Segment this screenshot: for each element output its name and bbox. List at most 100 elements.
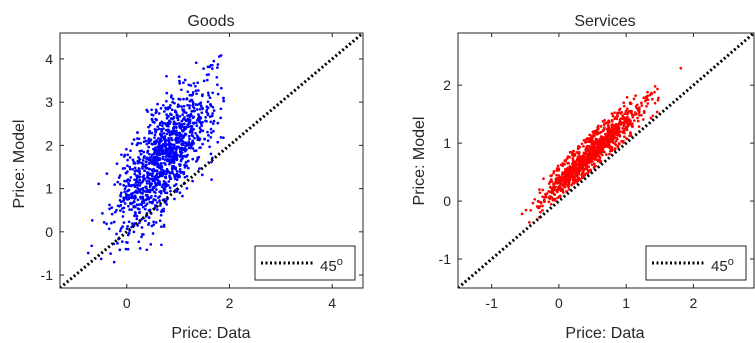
- goods-data-point: [198, 126, 202, 130]
- services-data-point: [618, 111, 621, 115]
- goods-data-point: [138, 178, 142, 182]
- goods-data-point: [115, 232, 118, 236]
- goods-data-point: [144, 139, 148, 143]
- services-data-point: [600, 144, 603, 148]
- goods-data-point: [180, 105, 183, 108]
- services-data-point: [552, 169, 556, 173]
- goods-data-point: [147, 179, 151, 183]
- services-data-point: [560, 177, 564, 181]
- services-data-point: [595, 140, 598, 144]
- goods-data-point: [200, 94, 204, 98]
- goods-data-point: [158, 174, 162, 177]
- services-data-point: [592, 165, 596, 169]
- services-data-point: [636, 116, 639, 120]
- goods-data-point: [123, 190, 126, 194]
- services-data-point: [619, 117, 622, 121]
- services-data-point: [594, 137, 598, 141]
- goods-data-point: [149, 182, 152, 185]
- services-panel: Services Price: Model Price: Data -1 0 1 2-…: [411, 13, 755, 342]
- services-data-point: [577, 176, 580, 180]
- goods-data-point: [140, 149, 144, 153]
- goods-data-point: [184, 127, 187, 131]
- goods-data-point: [216, 63, 220, 66]
- services-data-point: [626, 119, 629, 123]
- goods-data-point: [209, 127, 213, 131]
- goods-data-point: [180, 146, 184, 150]
- goods-data-point: [144, 219, 147, 223]
- services-data-point: [611, 114, 615, 118]
- goods-data-point: [168, 162, 171, 166]
- goods-data-point: [178, 136, 181, 140]
- goods-data-point: [178, 98, 182, 101]
- services-data-point: [582, 138, 586, 142]
- goods-data-point: [143, 207, 147, 211]
- goods-data-point: [191, 134, 195, 138]
- goods-data-point: [175, 170, 179, 173]
- goods-data-point: [119, 227, 123, 230]
- services-data-point: [657, 96, 660, 100]
- goods-data-point: [146, 110, 150, 113]
- services-legend-value: 45: [711, 258, 728, 275]
- goods-data-point: [150, 108, 153, 112]
- goods-data-point: [169, 112, 172, 116]
- goods-data-point: [112, 220, 116, 224]
- goods-data-point: [156, 102, 159, 106]
- goods-data-point: [168, 175, 172, 179]
- goods-data-point: [129, 176, 133, 179]
- goods-data-point: [135, 174, 138, 178]
- goods-data-point: [173, 143, 176, 147]
- services-data-point: [559, 163, 563, 167]
- services-y-tick-label: -1: [439, 251, 452, 267]
- goods-data-point: [118, 174, 122, 177]
- goods-data-point: [150, 168, 154, 172]
- goods-data-point: [153, 169, 156, 173]
- goods-data-point: [148, 129, 151, 133]
- goods-data-point: [145, 202, 149, 206]
- goods-data-point: [204, 115, 208, 119]
- goods-data-point: [174, 167, 178, 171]
- services-data-point: [607, 146, 611, 149]
- goods-data-point: [209, 64, 213, 67]
- goods-data-point: [186, 114, 189, 118]
- goods-data-point: [152, 120, 155, 124]
- goods-data-point: [136, 198, 140, 202]
- goods-data-point: [199, 116, 202, 119]
- goods-plot-frame: [59, 32, 364, 289]
- services-data-point: [608, 152, 611, 156]
- goods-data-point: [182, 171, 186, 174]
- services-data-point: [550, 195, 553, 199]
- goods-data-point: [160, 208, 164, 212]
- goods-data-point: [162, 131, 166, 135]
- services-data-point: [556, 196, 560, 200]
- goods-data-point: [107, 227, 111, 231]
- goods-data-point: [177, 131, 181, 135]
- goods-legend: 45o: [254, 245, 356, 281]
- goods-data-point: [140, 235, 143, 239]
- goods-data-point: [174, 188, 178, 192]
- services-data-point: [596, 154, 600, 158]
- services-data-point: [563, 174, 567, 178]
- goods-data-point: [198, 102, 201, 106]
- goods-data-point: [206, 100, 210, 104]
- goods-data-point: [154, 130, 157, 133]
- services-data-point: [541, 188, 545, 192]
- services-data-point: [610, 133, 614, 137]
- services-data-point: [593, 134, 596, 137]
- goods-data-point: [142, 189, 146, 193]
- goods-data-point: [164, 175, 168, 179]
- goods-data-point: [186, 159, 190, 163]
- goods-data-point: [121, 167, 125, 170]
- goods-data-point: [142, 198, 146, 202]
- services-data-point: [627, 123, 631, 126]
- services-data-point: [630, 113, 634, 117]
- goods-data-point: [206, 106, 210, 110]
- goods-data-point: [155, 173, 159, 177]
- services-data-point: [604, 136, 607, 139]
- goods-data-point: [125, 147, 128, 151]
- services-data-point: [584, 151, 588, 155]
- services-data-point: [605, 153, 608, 156]
- goods-data-point: [158, 158, 162, 161]
- goods-data-point: [164, 139, 168, 143]
- goods-data-point: [163, 144, 166, 148]
- goods-data-point: [178, 167, 182, 171]
